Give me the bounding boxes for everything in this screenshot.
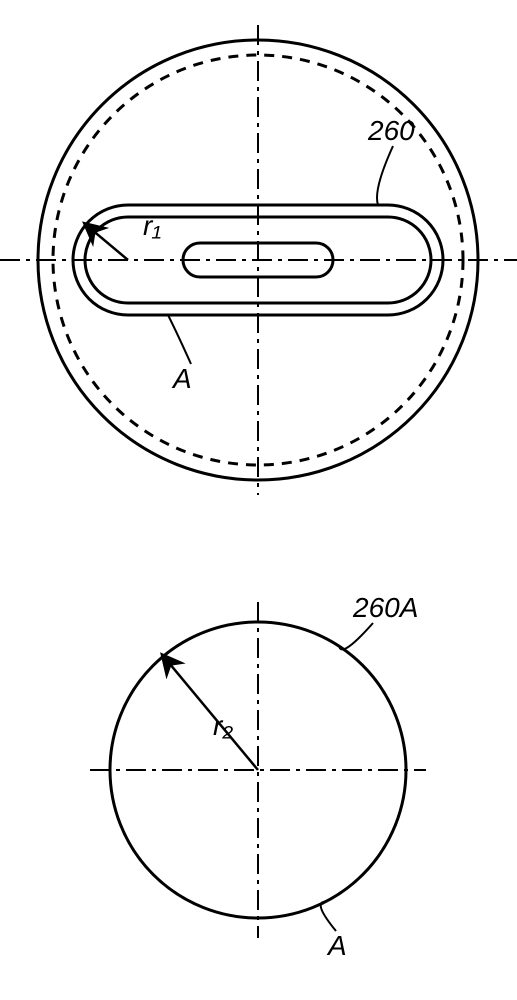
bottom-figure: r₂ 260A A (90, 592, 426, 961)
a-leader-bottom (321, 902, 336, 931)
ref-260-leader (377, 146, 393, 205)
r2-label: r₂ (213, 710, 233, 741)
a-leader-top (168, 315, 191, 364)
r2-arrow (163, 656, 258, 770)
ref-260a-leader (339, 623, 373, 649)
ref-260a-label: 260A (352, 592, 418, 623)
a-label-top: A (171, 363, 192, 394)
top-figure: r₁ 260 A (0, 25, 517, 495)
r1-label: r₁ (143, 210, 161, 241)
ref-260-label: 260 (367, 115, 415, 146)
r1-arrow (86, 225, 128, 260)
a-label-bottom: A (326, 930, 347, 961)
